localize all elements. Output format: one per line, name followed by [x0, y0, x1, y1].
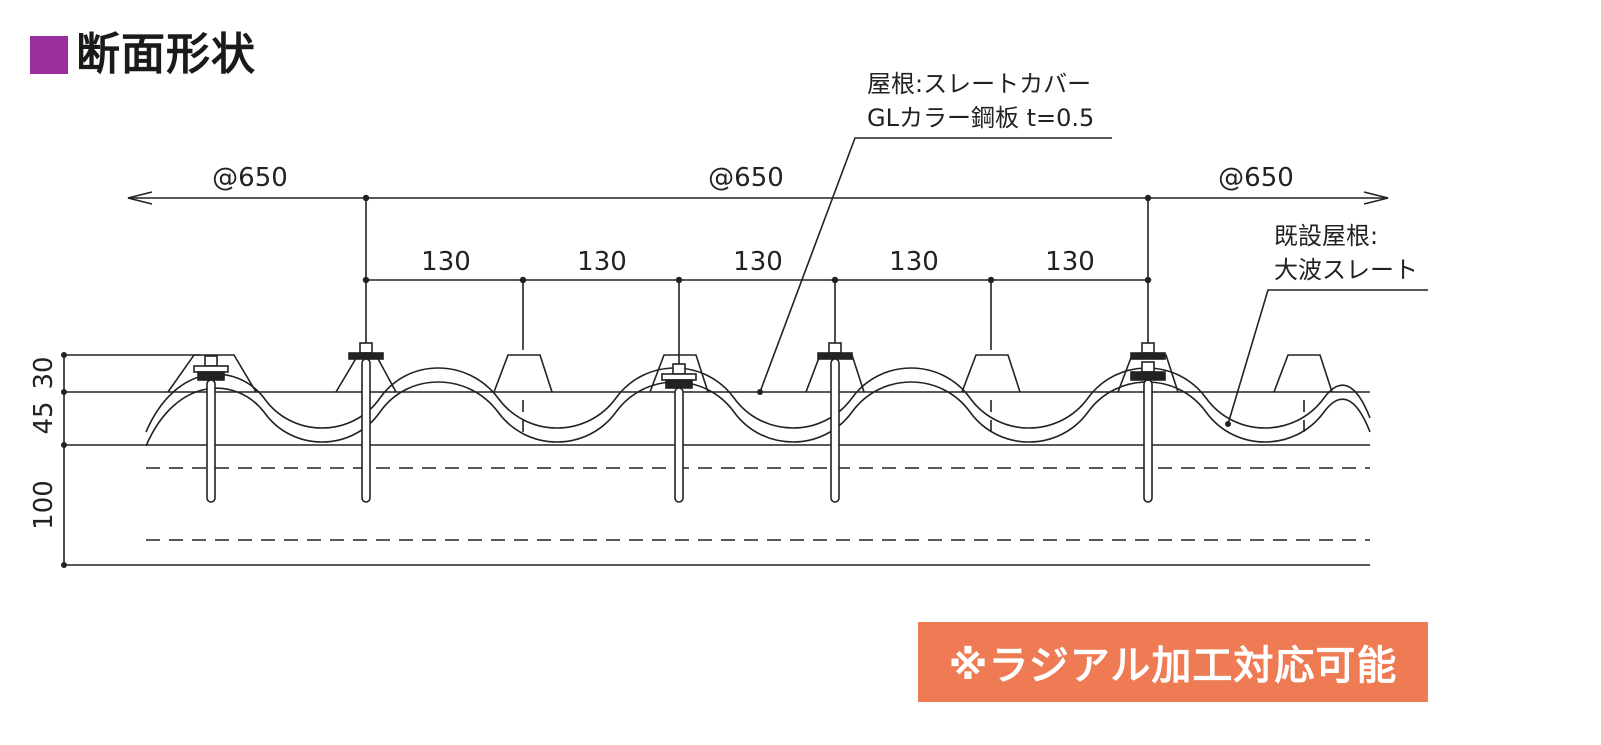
existing-roof-label-line2: 大波スレート — [1274, 256, 1418, 284]
section-title: 断面形状 — [30, 28, 256, 82]
spacing-label-4: 130 — [889, 247, 939, 277]
radial-processing-badge: ※ラジアル加工対応可能 — [918, 622, 1428, 702]
height-label-30: 30 — [29, 356, 59, 389]
existing-roof-label-line1: 既設屋根: — [1274, 222, 1378, 250]
badge-text: ※ラジアル加工対応可能 — [948, 643, 1398, 689]
height-label-45: 45 — [29, 401, 59, 434]
height-label-100: 100 — [29, 480, 59, 530]
bolt-5 — [1130, 342, 1166, 503]
spacing-label-5: 130 — [1045, 247, 1095, 277]
cover-rib-3 — [493, 354, 553, 393]
title-marker-square — [30, 36, 68, 74]
fasteners — [193, 342, 1166, 503]
cover-rib-1 — [167, 354, 257, 393]
roof-cover-label-line1: 屋根:スレートカバー — [867, 70, 1091, 98]
cover-rib-8 — [1273, 354, 1333, 393]
bolt-1 — [193, 355, 229, 503]
title-text: 断面形状 — [76, 29, 256, 80]
right-arrow — [1363, 191, 1389, 205]
existing-slate-wave-lower — [145, 381, 1371, 447]
pitch-label-2: @650 — [708, 163, 784, 193]
left-arrow — [127, 191, 153, 205]
bolt-3 — [661, 363, 697, 503]
roof-cover-leader — [759, 137, 1112, 393]
cover-rib-6 — [961, 354, 1021, 393]
spacing-label-3: 130 — [733, 247, 783, 277]
pitch-label-1: @650 — [212, 163, 288, 193]
pitch-label-3: @650 — [1218, 163, 1294, 193]
spacing-label-1: 130 — [421, 247, 471, 277]
cover-rib-4 — [649, 354, 709, 393]
roof-cover-label-line2: GLカラー鋼板 t=0.5 — [867, 104, 1094, 132]
bolt-4 — [817, 342, 853, 503]
spacing-label-2: 130 — [577, 247, 627, 277]
existing-roof-leader — [1227, 289, 1428, 425]
bolt-2 — [348, 342, 384, 503]
existing-slate-wave-upper — [145, 367, 1371, 433]
